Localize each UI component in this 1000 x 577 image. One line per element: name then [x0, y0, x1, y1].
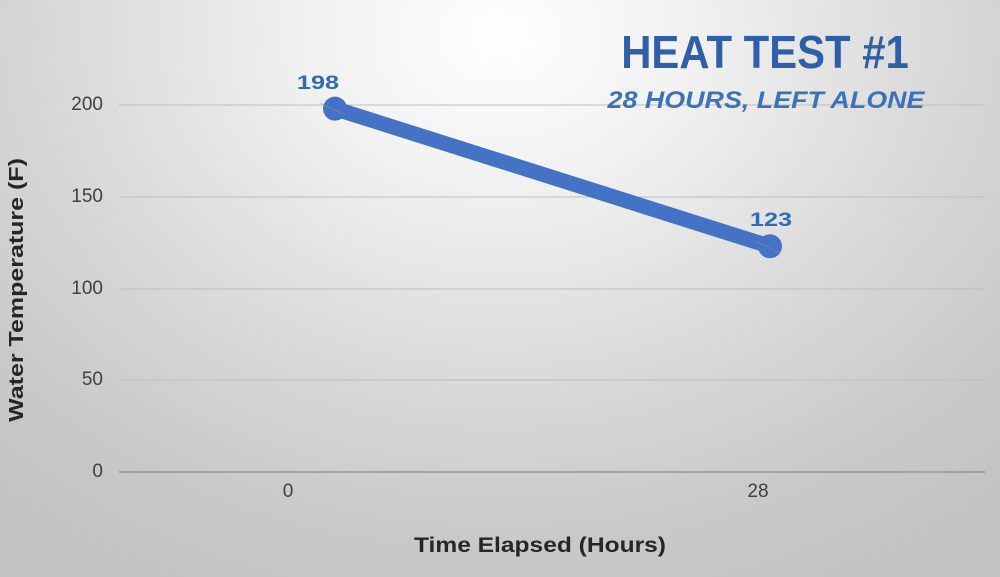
svg-text:200: 200 — [71, 94, 103, 115]
svg-text:50: 50 — [82, 369, 103, 390]
svg-text:198: 198 — [297, 72, 339, 93]
svg-text:150: 150 — [71, 186, 103, 207]
svg-text:0: 0 — [283, 481, 294, 502]
svg-text:0: 0 — [92, 461, 103, 482]
svg-text:28: 28 — [747, 481, 768, 502]
svg-text:Water Temperature (F): Water Temperature (F) — [5, 158, 27, 422]
svg-text:123: 123 — [750, 209, 792, 230]
svg-text:100: 100 — [71, 278, 103, 299]
svg-text:HEAT TEST #1: HEAT TEST #1 — [621, 27, 909, 78]
svg-text:28 HOURS, LEFT ALONE: 28 HOURS, LEFT ALONE — [606, 87, 925, 113]
svg-text:Time Elapsed (Hours): Time Elapsed (Hours) — [414, 533, 666, 557]
